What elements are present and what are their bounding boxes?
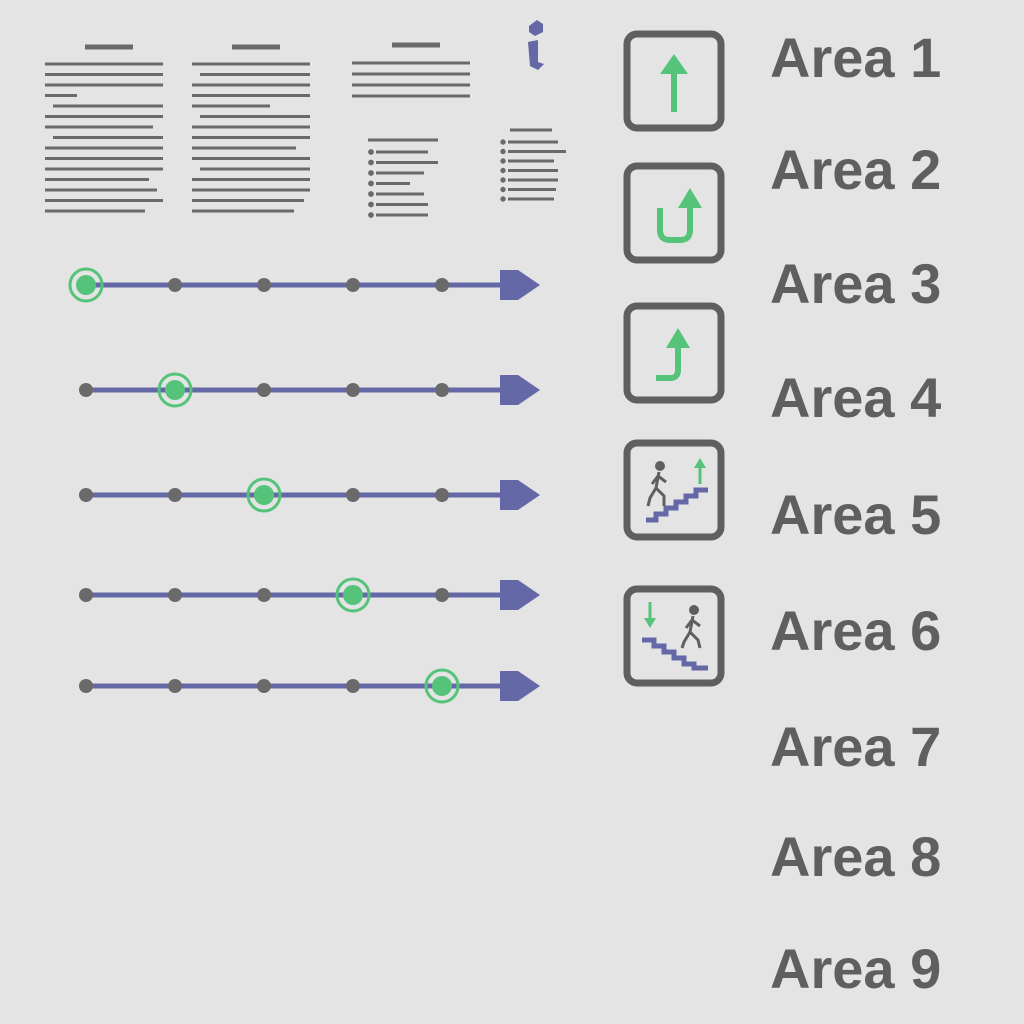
current-stop-dot <box>343 585 363 605</box>
bullet-dot <box>500 177 506 183</box>
stop-dot <box>168 588 182 602</box>
stop-dot <box>168 278 182 292</box>
document-icon <box>45 44 163 213</box>
current-stop-ring <box>68 267 104 303</box>
bullet-dot <box>368 170 374 176</box>
progress-track <box>79 372 540 408</box>
stop-dot <box>346 679 360 693</box>
document-icon <box>192 44 310 213</box>
track-arrow-icon <box>500 480 540 510</box>
current-stop-ring <box>424 668 460 704</box>
current-stop-dot <box>254 485 274 505</box>
bullet-dot <box>500 167 506 174</box>
bullet-dot <box>368 149 374 155</box>
stop-dot <box>346 383 360 397</box>
area-label-7: Area 7 <box>770 715 942 778</box>
area-label-6: Area 6 <box>770 599 942 662</box>
sign-stairs-up <box>623 439 725 541</box>
track-arrow-icon <box>500 270 540 300</box>
area-label-4: Area 4 <box>770 366 942 429</box>
progress-tracks <box>68 267 540 704</box>
area-label-3: Area 3 <box>770 252 942 315</box>
current-stop-dot <box>165 380 185 400</box>
bullet-dot <box>368 159 374 166</box>
sign-stairs-down <box>623 585 725 687</box>
progress-track <box>68 267 540 303</box>
bullet-dot <box>368 201 374 208</box>
bullet-dot <box>368 191 374 197</box>
stop-dot <box>79 679 93 693</box>
arrow-up-small-icon <box>694 458 706 484</box>
track-arrow-icon <box>500 580 540 610</box>
bullet-dot <box>368 212 374 218</box>
stop-dot <box>168 488 182 502</box>
bullet-dot <box>500 196 506 202</box>
stop-dot <box>79 383 93 397</box>
progress-track <box>79 477 540 513</box>
sign-turn-up <box>623 302 725 404</box>
progress-track <box>79 577 540 613</box>
stop-dot <box>435 383 449 397</box>
direction-signs <box>623 30 725 687</box>
area-label-5: Area 5 <box>770 483 942 546</box>
sign-u-turn <box>623 162 725 264</box>
stop-dot <box>435 278 449 292</box>
stop-dot <box>257 278 271 292</box>
sign-arrow-up <box>623 30 725 132</box>
walking-person-icon <box>680 605 702 649</box>
stop-dot <box>79 588 93 602</box>
stop-dot <box>168 679 182 693</box>
current-stop-ring <box>246 477 282 513</box>
current-stop-ring <box>157 372 193 408</box>
stop-dot <box>257 588 271 602</box>
area-label-9: Area 9 <box>770 937 942 1000</box>
info-icon <box>528 20 544 70</box>
track-arrow-icon <box>500 375 540 405</box>
stop-dot <box>79 488 93 502</box>
area-label-8: Area 8 <box>770 825 942 888</box>
stop-dot <box>346 488 360 502</box>
bullet-dot <box>368 180 374 187</box>
walking-person-icon <box>646 461 667 507</box>
stop-dot <box>435 488 449 502</box>
track-arrow-icon <box>500 671 540 701</box>
u-turn-icon <box>657 188 702 243</box>
stop-dot <box>346 278 360 292</box>
current-stop-dot <box>432 676 452 696</box>
progress-track <box>79 668 540 704</box>
area-label-1: Area 1 <box>770 26 942 89</box>
current-stop-dot <box>76 275 96 295</box>
bullet-dot <box>500 139 506 145</box>
turn-right-up-icon <box>656 328 690 381</box>
list-document-icon <box>352 42 470 218</box>
stop-dot <box>435 588 449 602</box>
arrow-up-icon <box>660 54 688 112</box>
stop-dot <box>257 383 271 397</box>
bullet-dot <box>500 186 506 193</box>
area-label-2: Area 2 <box>770 138 942 201</box>
bullet-dot <box>500 158 506 164</box>
bullet-dot <box>500 148 506 155</box>
stop-dot <box>257 679 271 693</box>
stairs-up-icon <box>646 458 708 523</box>
info-list-icon <box>500 20 566 202</box>
stairs-down-icon <box>642 602 708 671</box>
current-stop-ring <box>335 577 371 613</box>
arrow-down-small-icon <box>644 602 656 628</box>
